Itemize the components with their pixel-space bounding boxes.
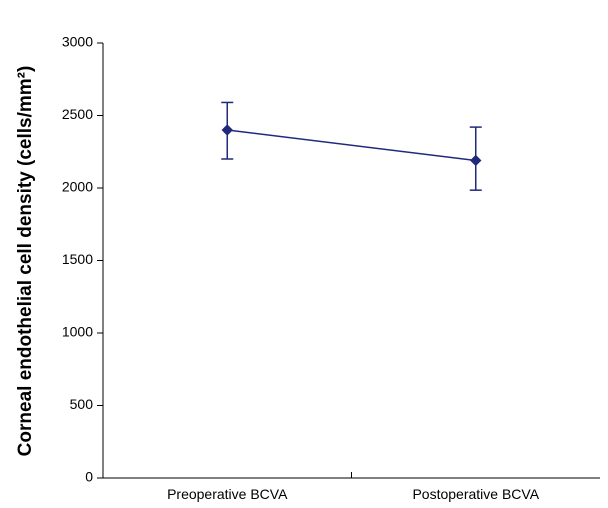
y-tick-label: 1000	[62, 324, 93, 340]
x-tick-label: Postoperative BCVA	[412, 486, 539, 502]
y-tick-label: 2500	[62, 106, 93, 122]
y-tick-label: 3000	[62, 34, 93, 50]
data-point	[221, 124, 233, 136]
y-tick-label: 500	[70, 396, 94, 412]
y-ticks: 0 500 1000 1500 2000 2500 3000	[62, 34, 103, 485]
x-tick-label: Preoperative BCVA	[167, 486, 288, 502]
data-point	[470, 154, 482, 167]
plot-area	[102, 43, 600, 479]
y-tick-label: 2000	[62, 179, 93, 195]
series-layer	[221, 101, 482, 191]
series-line	[227, 129, 476, 162]
y-tick-label: 1500	[62, 251, 93, 267]
y-axis-title: Corneal endothelial cell density (cells/…	[15, 66, 36, 457]
y-tick-label: 0	[85, 469, 93, 485]
x-ticks: Preoperative BCVA Postoperative BCVA	[167, 472, 540, 502]
